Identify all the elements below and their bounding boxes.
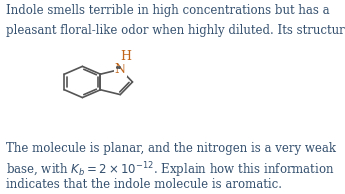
Text: H: H [120, 50, 131, 63]
Text: Indole smells terrible in high concentrations but has a: Indole smells terrible in high concentra… [6, 4, 330, 17]
Text: pleasant floral-like odor when highly diluted. Its structure is: pleasant floral-like odor when highly di… [6, 24, 345, 37]
Text: The molecule is planar, and the nitrogen is a very weak: The molecule is planar, and the nitrogen… [6, 142, 336, 155]
Text: indicates that the indole molecule is aromatic.: indicates that the indole molecule is ar… [6, 178, 282, 191]
Text: base, with $K_b = 2 \times 10^{-12}$. Explain how this information: base, with $K_b = 2 \times 10^{-12}$. Ex… [6, 160, 335, 180]
Text: N: N [115, 63, 126, 76]
